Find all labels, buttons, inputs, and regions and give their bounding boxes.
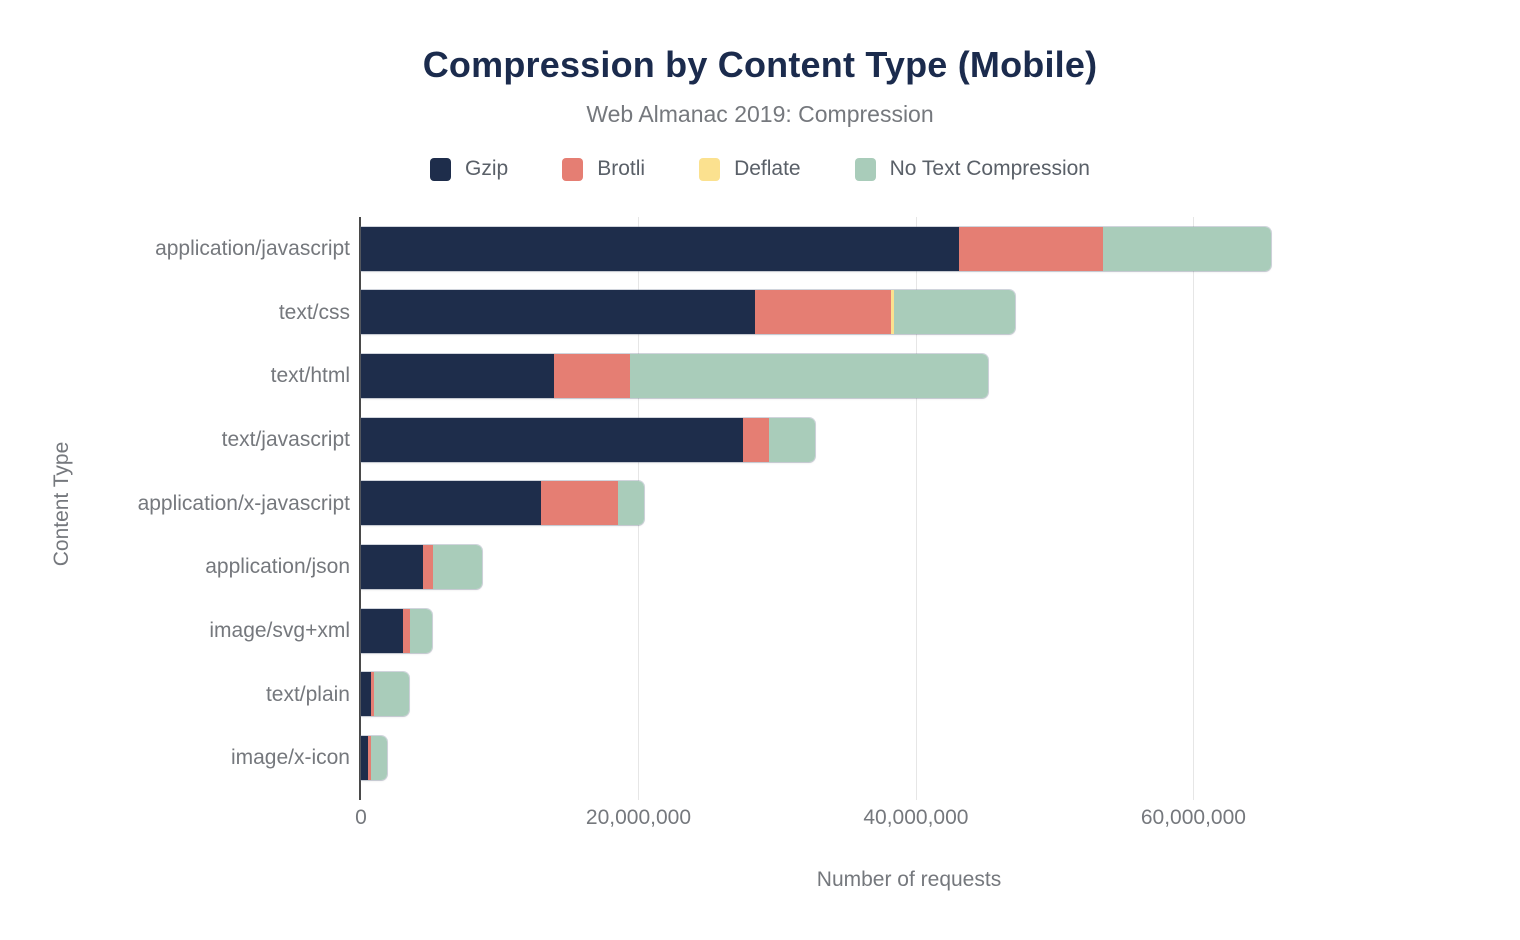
bar-segment-brotli[interactable] [423,545,434,590]
bar-row [361,663,1457,727]
bar-segment-no-text-compression[interactable] [617,481,644,526]
y-axis-label: image/svg+xml [209,618,350,642]
bar-row [361,344,1457,408]
bar-segment-deflate[interactable] [890,290,895,335]
bar-segment-brotli[interactable] [553,354,631,399]
bar-stack-text-javascript [361,417,815,462]
legend-item-gzip[interactable]: Gzip [430,157,508,181]
legend-swatch-icon [562,157,584,181]
bar-row [361,726,1457,790]
bar-segment-no-text-compression[interactable] [371,736,388,781]
gridline [1193,217,1195,800]
bar-segment-brotli[interactable] [755,290,891,335]
plot-area [359,217,1457,800]
x-tick-label: 20,000,000 [585,806,692,829]
y-axis-label: text/plain [265,682,350,706]
x-axis-title: Number of requests [816,868,1002,891]
bar-row [361,472,1457,536]
legend-swatch-icon [854,157,876,181]
bar-stack-text-css [361,290,1016,335]
bar-row [361,535,1457,599]
bar-row [361,408,1457,472]
bar-segment-no-text-compression[interactable] [894,290,1016,335]
bar-segment-gzip[interactable] [361,290,755,335]
legend-label: Brotli [597,157,646,180]
bar-stack-image-x-icon [361,736,388,781]
bar-segment-no-text-compression[interactable] [768,417,815,462]
legend: Gzip Brotli Deflate No Text Compression [0,157,1520,181]
bar-segment-gzip[interactable] [361,354,554,399]
bar-segment-no-text-compression[interactable] [1103,226,1272,271]
bar-stack-application-json [361,545,482,590]
legend-item-deflate[interactable]: Deflate [699,157,801,181]
bar-segment-no-text-compression[interactable] [433,545,482,590]
y-axis-label: image/x-icon [230,746,350,770]
y-axis-label: text/css [278,300,350,324]
legend-item-brotli[interactable]: Brotli [562,157,645,181]
bar-segment-brotli[interactable] [742,417,769,462]
legend-label: Deflate [734,157,801,180]
y-axis-labels: application/javascript text/css text/html t… [0,217,350,790]
legend-label: Gzip [465,157,509,180]
y-axis-label: text/html [270,364,350,388]
y-axis-label: application/x-javascript [137,491,350,515]
bar-stack-application-javascript [361,226,1272,271]
legend-swatch-icon [699,157,721,181]
bar-segment-no-text-compression[interactable] [409,608,432,653]
bar-stack-text-plain [361,672,409,717]
bar-segment-brotli[interactable] [402,608,410,653]
bar-stack-image-svg-xml [361,608,432,653]
bar-segment-gzip[interactable] [361,672,371,717]
chart-subtitle: Web Almanac 2019: Compression [586,101,934,127]
bar-row [361,599,1457,663]
legend-label: No Text Compression [889,157,1090,180]
bar-segment-no-text-compression[interactable] [374,672,409,717]
legend-item-no-text-compression[interactable]: No Text Compression [854,157,1090,181]
bar-segment-no-text-compression[interactable] [630,354,989,399]
bar-segment-gzip[interactable] [361,608,403,653]
y-axis-label: application/javascript [155,236,350,260]
bar-stack-text-html [361,354,989,399]
chart-title: Compression by Content Type (Mobile) [422,44,1098,85]
bar-segment-gzip[interactable] [361,545,424,590]
x-tick-label: 60,000,000 [1140,806,1246,829]
bar-segment-gzip[interactable] [361,417,743,462]
bar-segment-gzip[interactable] [361,481,542,526]
bar-segment-brotli[interactable] [370,672,375,717]
bar-segment-brotli[interactable] [367,736,372,781]
y-axis-line [359,217,361,800]
x-tick-label: 0 [355,806,367,829]
legend-swatch-icon [430,157,452,181]
y-axis-label: application/json [205,555,350,579]
bar-stack-application-x-javascript [361,481,644,526]
bar-segment-brotli[interactable] [541,481,618,526]
gridline [915,217,917,800]
x-tick-label: 40,000,000 [863,806,969,829]
bar-row [361,217,1457,281]
bar-segment-gzip[interactable] [361,736,368,781]
bar-segment-brotli[interactable] [958,226,1104,271]
bar-segment-gzip[interactable] [361,226,959,271]
y-axis-label: text/javascript [221,427,350,451]
bar-row [361,281,1457,345]
